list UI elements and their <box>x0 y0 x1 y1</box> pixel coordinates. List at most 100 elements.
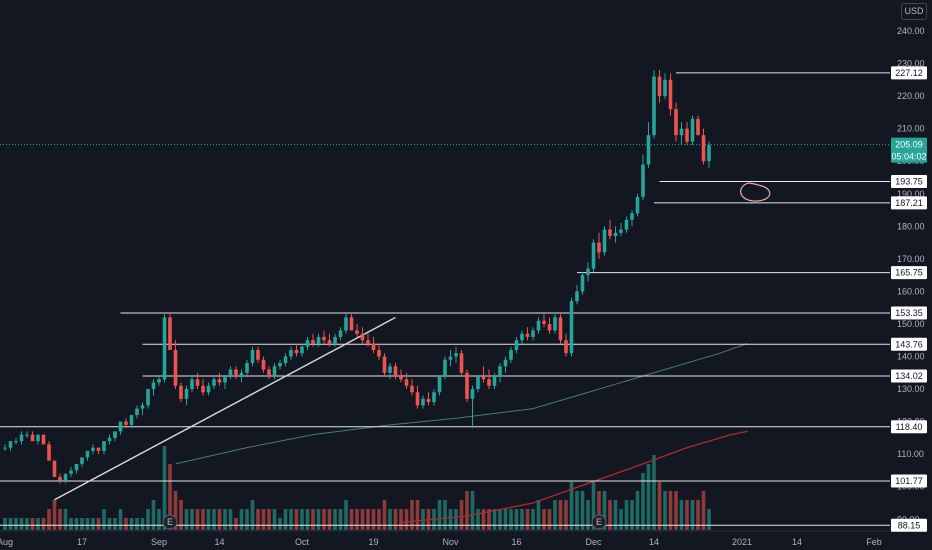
candle-body <box>701 135 706 162</box>
volume-bar <box>85 518 90 530</box>
price-labels: 227.12 193.75 187.21 165.75 153.35 143.76 134.… <box>891 66 927 532</box>
candle-body <box>360 333 365 341</box>
candle-body <box>135 408 139 416</box>
volume-bars <box>3 446 711 530</box>
volume-bar <box>696 500 700 530</box>
candle-body <box>674 109 678 136</box>
volume-bar <box>3 518 7 530</box>
candle-body <box>437 376 442 393</box>
y-tick-label: 130.00 <box>897 384 925 394</box>
x-tick-label: Dec <box>585 537 602 547</box>
volume-bar <box>212 509 216 530</box>
level-price-label-bg <box>891 369 927 383</box>
candle-body <box>685 128 689 142</box>
volume-bar <box>107 518 112 530</box>
volume-bar <box>278 518 282 530</box>
candle-body <box>690 118 695 142</box>
volume-bar <box>239 509 244 530</box>
candle-body <box>652 76 656 136</box>
level-price-label: 187.21 <box>895 198 923 208</box>
candle-body <box>30 434 35 442</box>
y-tick-label: 170.00 <box>897 254 925 264</box>
volume-bar <box>74 518 79 530</box>
volume-bar <box>597 491 601 530</box>
volume-bar <box>52 500 57 530</box>
volume-bar <box>179 500 183 530</box>
volume-bar <box>652 455 656 530</box>
x-tick-label: 16 <box>511 537 521 547</box>
volume-bar <box>91 518 95 530</box>
x-tick-label: 14 <box>792 537 802 547</box>
candle-body <box>162 317 167 380</box>
candle-body <box>404 379 409 386</box>
candle-body <box>597 242 601 253</box>
level-price-label-bg <box>891 196 927 210</box>
volume-bar <box>690 500 695 530</box>
volume-bar <box>311 509 315 530</box>
candle-body <box>509 349 513 360</box>
x-tick-label: 2021 <box>732 537 752 547</box>
level-price-label-bg <box>891 518 927 532</box>
trendline-layer <box>54 316 396 501</box>
volume-bar <box>646 464 651 530</box>
level-price-label-bg <box>891 306 927 320</box>
candle-body <box>525 333 530 337</box>
candle-body <box>459 353 464 373</box>
candle-body <box>184 389 189 399</box>
volume-bar <box>564 500 568 530</box>
volume-bar <box>624 500 629 530</box>
candle-body <box>613 232 618 237</box>
volume-bar <box>30 518 35 530</box>
candle-body <box>558 317 563 341</box>
candle-body <box>476 376 480 390</box>
volume-bar <box>47 509 51 530</box>
y-tick-label: 180.00 <box>897 221 925 231</box>
volume-bar <box>118 509 123 530</box>
x-tick-label: Nov <box>442 537 459 547</box>
candle-body <box>102 441 106 451</box>
volume-bar <box>41 518 46 530</box>
candle-body <box>498 366 502 377</box>
candle-body <box>580 275 585 292</box>
candle-body <box>173 349 178 386</box>
candle-body <box>470 389 475 399</box>
volume-bar <box>404 509 409 530</box>
volume-bar <box>641 473 645 530</box>
candle-body <box>448 356 453 360</box>
candle-body <box>223 376 227 383</box>
y-tick-label: 150.00 <box>897 319 925 329</box>
candle-body <box>619 229 623 233</box>
candle-body <box>151 382 156 390</box>
candle-body <box>36 434 40 442</box>
volume-bar <box>146 509 150 530</box>
volume-bar <box>470 491 475 530</box>
candle-body <box>344 317 348 331</box>
volume-bar <box>619 509 623 530</box>
volume-bar <box>355 509 359 530</box>
volume-bar <box>217 509 222 530</box>
trendline <box>54 316 396 501</box>
candle-body <box>410 385 414 393</box>
volume-bar <box>531 509 535 530</box>
volume-bar <box>481 509 486 530</box>
candle-body <box>454 353 458 357</box>
volume-bar <box>19 518 24 530</box>
candle-body <box>316 336 321 344</box>
candle-body <box>272 366 277 377</box>
volume-bar <box>63 509 68 530</box>
volume-bar <box>36 518 40 530</box>
candle-body <box>69 470 73 474</box>
volume-bar <box>421 509 425 530</box>
volume-bar <box>476 509 480 530</box>
candle-body <box>371 343 376 350</box>
x-tick-label: Feb <box>866 537 882 547</box>
level-price-label: 118.40 <box>896 422 923 432</box>
y-tick-label: 220.00 <box>897 91 925 101</box>
currency-badge[interactable]: USD <box>901 3 927 20</box>
volume-bar <box>674 491 678 530</box>
volume-bar <box>613 500 618 530</box>
volume-bar <box>509 509 513 530</box>
volume-bar <box>520 509 524 530</box>
candle-body <box>349 317 354 331</box>
